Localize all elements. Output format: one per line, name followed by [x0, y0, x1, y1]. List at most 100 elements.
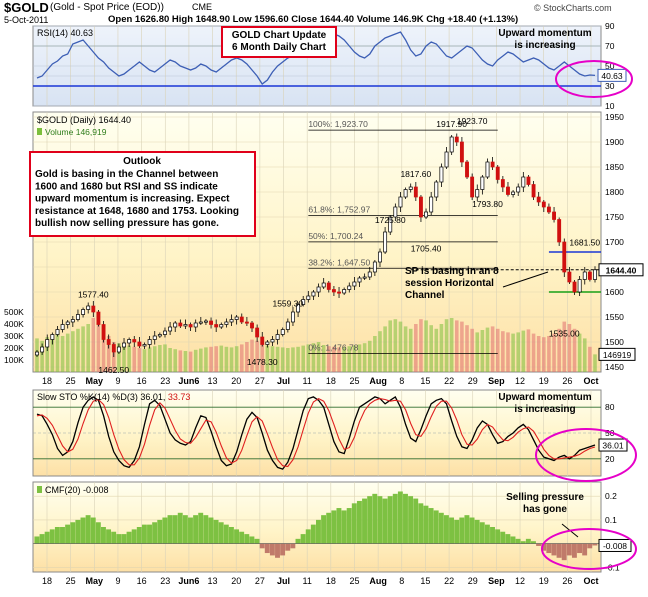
- cmf-bar: [536, 543, 542, 546]
- volume-bar: [45, 337, 50, 372]
- chart-symbol: $GOLD: [4, 0, 49, 15]
- candle-body: [495, 166, 500, 180]
- volume-bar: [485, 327, 490, 372]
- volume-bar: [531, 333, 536, 372]
- cmf-bar: [490, 527, 495, 544]
- volume-bar: [209, 346, 213, 372]
- volume-bar: [547, 336, 551, 372]
- volume-bar: [424, 320, 428, 372]
- price-high-low-label: 1535.00: [549, 329, 580, 339]
- cmf-bar: [336, 508, 342, 544]
- candle-body: [562, 241, 567, 273]
- candle-body: [388, 216, 393, 233]
- cmf-bar: [295, 538, 301, 544]
- candle-body: [337, 291, 341, 294]
- volume-bar: [214, 346, 218, 372]
- candle-body: [434, 181, 439, 198]
- candle-body: [587, 271, 592, 280]
- chart-exchange: CME: [192, 2, 212, 12]
- cmf-bar: [177, 512, 183, 544]
- x-axis-label: 16: [137, 576, 147, 586]
- sto-d-line: [36, 397, 596, 468]
- cmf-bar: [249, 536, 255, 544]
- sto-callout-ellipse: [535, 428, 637, 482]
- candle-body: [147, 339, 152, 345]
- outlook-line: bullish now selling pressure has gone.: [35, 218, 219, 229]
- candle-body: [593, 269, 597, 280]
- candle-body: [224, 321, 229, 325]
- candle-body: [352, 281, 357, 287]
- candle-body: [326, 282, 331, 290]
- volume-bar: [60, 336, 65, 372]
- candle-body: [193, 322, 198, 328]
- volume-tick-label: 200K: [4, 343, 24, 353]
- candle-body: [101, 324, 106, 340]
- volume-bar: [142, 349, 147, 372]
- candle-body: [465, 161, 469, 178]
- cmf-bar: [377, 496, 383, 544]
- cmf-bar: [65, 524, 71, 544]
- cmf-bar: [454, 519, 460, 544]
- candle-body: [419, 196, 423, 218]
- cmf-bar: [571, 543, 577, 558]
- candle-body: [250, 322, 254, 329]
- volume-bar: [158, 345, 162, 372]
- candle-body: [142, 344, 147, 347]
- candle-body: [475, 189, 480, 198]
- rsi-title: RSI(14) 40.63: [37, 28, 93, 38]
- candle-body: [480, 176, 485, 190]
- volume-bar: [127, 345, 131, 372]
- candle-body: [132, 339, 137, 343]
- volume-bar: [219, 345, 224, 372]
- channel-note-line: session Horizontal: [405, 278, 494, 289]
- x-axis-label: Jul: [277, 576, 290, 586]
- volume-bar: [367, 340, 372, 372]
- price-tick-label: 1700: [605, 237, 624, 247]
- candle-body: [526, 176, 531, 185]
- cmf-bar: [218, 522, 224, 544]
- volume-legend-label: Volume 146,919: [45, 127, 107, 137]
- price-tick-label: 1600: [605, 287, 624, 297]
- last-volume-value: 146919: [603, 350, 632, 360]
- volume-bar: [199, 348, 203, 372]
- candle-body: [214, 324, 219, 328]
- cmf-bar: [75, 519, 81, 544]
- volume-bar: [193, 349, 198, 372]
- volume-bar: [562, 321, 567, 372]
- cmf-bar: [167, 515, 173, 544]
- candle-body: [531, 184, 536, 198]
- candle-body: [86, 305, 91, 310]
- x-axis-label: 20: [231, 576, 241, 586]
- candle-body: [239, 316, 244, 323]
- cmf-bar: [254, 538, 260, 544]
- candle-body: [552, 211, 556, 220]
- cmf-bar: [469, 517, 475, 544]
- candle-body: [342, 289, 347, 294]
- cmf-bar: [515, 538, 521, 544]
- volume-bar: [188, 351, 193, 372]
- volume-bar: [291, 347, 295, 372]
- candle-body: [311, 291, 316, 297]
- candle-body: [367, 271, 372, 278]
- volume-bar: [577, 333, 582, 372]
- candle-body: [265, 341, 270, 345]
- x-axis-label: 22: [444, 576, 454, 586]
- volume-tick-label: 100K: [4, 355, 24, 365]
- sto-last-value-box: [598, 438, 628, 452]
- volume-legend-swatch: [37, 128, 42, 135]
- candle-body: [209, 320, 213, 325]
- cmf-bar: [582, 543, 588, 556]
- cmf-bar: [551, 543, 557, 556]
- cmf-bar: [321, 515, 327, 544]
- rsi-tick-label: 30: [605, 81, 615, 91]
- volume-bar: [378, 331, 382, 372]
- volume-bar: [516, 332, 521, 372]
- volume-bar: [306, 344, 311, 372]
- candle-body: [65, 321, 70, 325]
- volume-bar: [342, 346, 346, 372]
- volume-bar: [132, 346, 137, 372]
- title-box-line: GOLD Chart Update: [232, 30, 327, 41]
- cmf-note-line: Selling pressure: [506, 492, 584, 503]
- fib-label: 50%: 1,700.24: [308, 231, 363, 241]
